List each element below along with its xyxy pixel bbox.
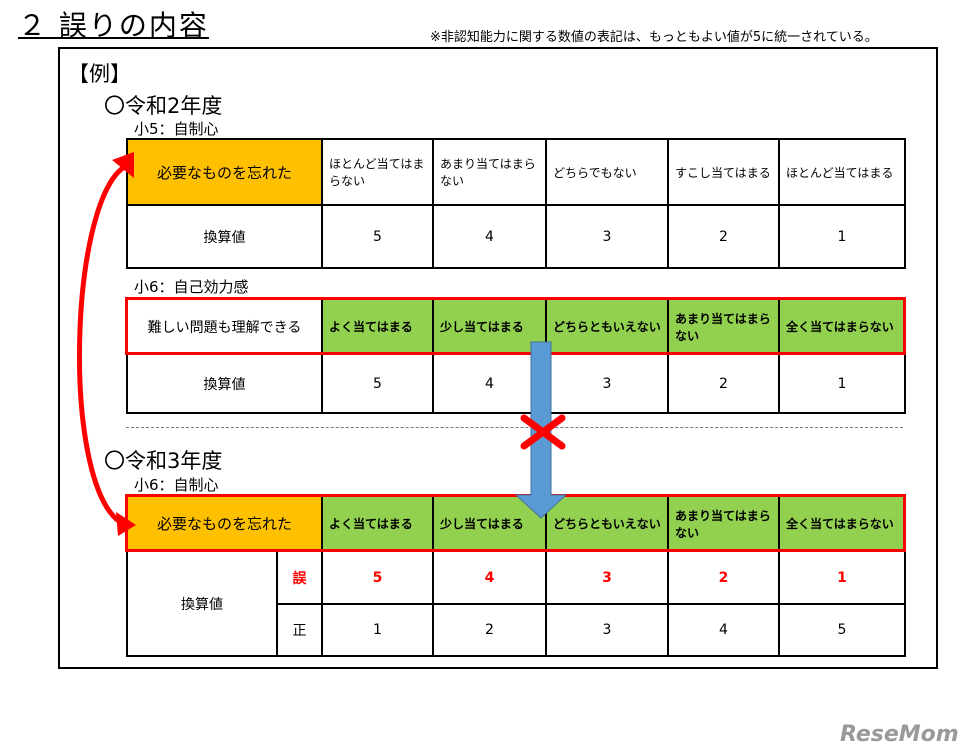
wrong-value: 3	[545, 550, 670, 605]
value-cell: 3	[545, 353, 669, 414]
table-row: 必要なものを忘れた ほとんど当てはまらない あまり当てはまらない どちらでもない…	[126, 138, 906, 206]
item-cell: 必要なものを忘れた	[125, 495, 324, 552]
wrong-label: 誤	[275, 550, 324, 605]
page-title: ２ 誤りの内容	[18, 9, 209, 42]
r3-heading: 〇令和3年度	[104, 449, 223, 473]
row-label: 換算値	[126, 550, 278, 657]
option-cell: どちらともいえない	[545, 298, 669, 355]
option-cell: ほとんど当てはまらない	[321, 138, 434, 206]
option-cell: どちらともいえない	[545, 495, 670, 552]
wrong-value: 2	[667, 550, 781, 605]
option-cell: 少し当てはまる	[432, 298, 547, 355]
red-arrow-tail-icon	[112, 152, 134, 178]
item-cell: 必要なものを忘れた	[126, 138, 323, 206]
t1-label: 小5：自制心	[134, 120, 219, 138]
right-value: 4	[667, 603, 781, 657]
option-cell: あまり当てはまらない	[667, 495, 781, 552]
row-label: 換算値	[126, 353, 323, 414]
r2-heading: 〇令和2年度	[104, 94, 223, 118]
table-row: 換算値 誤 5 4 3 2 1	[126, 550, 907, 657]
t2-label: 小6：自己効力感	[134, 278, 249, 296]
wrong-value: 5	[321, 550, 435, 605]
table-row: 換算値 5 4 3 2 1	[126, 204, 906, 269]
row-label: 換算値	[126, 204, 323, 269]
table-r2-grade5: 必要なものを忘れた ほとんど当てはまらない あまり当てはまらない どちらでもない…	[126, 138, 906, 269]
value-cell: 3	[545, 204, 669, 269]
option-cell: どちらでもない	[545, 138, 669, 206]
wrong-value: 4	[432, 550, 548, 605]
red-x-icon	[520, 414, 566, 450]
t3-label: 小6：自制心	[134, 476, 219, 494]
right-label: 正	[275, 603, 324, 657]
right-value: 3	[545, 603, 670, 657]
option-cell: ほとんど当てはまる	[778, 138, 906, 206]
option-cell: すこし当てはまる	[667, 138, 780, 206]
wrong-value: 1	[778, 550, 907, 605]
value-cell: 4	[432, 353, 547, 414]
table-row: 必要なものを忘れた よく当てはまる 少し当てはまる どちらともいえない あまり当…	[125, 495, 907, 552]
item-cell: 難しい問題も理解できる	[126, 298, 323, 355]
value-cell: 1	[778, 353, 906, 414]
table-r2-grade6: 難しい問題も理解できる よく当てはまる 少し当てはまる どちらともいえない あま…	[126, 298, 906, 414]
example-label: 【例】	[68, 62, 131, 86]
value-cell: 2	[667, 204, 780, 269]
table-row: 正 1 2 3 4 5	[127, 603, 907, 657]
divider	[126, 427, 903, 428]
right-value: 5	[778, 603, 907, 657]
table-r3-grade6: 必要なものを忘れた よく当てはまる 少し当てはまる どちらともいえない あまり当…	[125, 495, 907, 657]
note: ※非認知能力に関する数値の表記は、もっともよい値が5に統一されている。	[430, 30, 878, 45]
value-cell: 2	[667, 353, 780, 414]
value-cell: 1	[778, 204, 906, 269]
right-value: 2	[432, 603, 548, 657]
option-cell: よく当てはまる	[321, 495, 435, 552]
option-cell: あまり当てはまらない	[432, 138, 547, 206]
red-curved-arrow	[77, 162, 130, 525]
example-frame	[58, 47, 938, 669]
value-cell: 5	[321, 204, 434, 269]
value-cell: 5	[321, 353, 434, 414]
table-row: 換算値 5 4 3 2 1	[126, 353, 906, 414]
option-cell: 全く当てはまらない	[778, 298, 906, 355]
option-cell: よく当てはまる	[321, 298, 434, 355]
table-row: 難しい問題も理解できる よく当てはまる 少し当てはまる どちらともいえない あま…	[126, 298, 906, 355]
red-arrowhead	[116, 512, 136, 536]
right-value: 1	[321, 603, 435, 657]
option-cell: あまり当てはまらない	[667, 298, 780, 355]
value-cell: 4	[432, 204, 547, 269]
resemom-logo: ReseMom	[840, 722, 959, 747]
